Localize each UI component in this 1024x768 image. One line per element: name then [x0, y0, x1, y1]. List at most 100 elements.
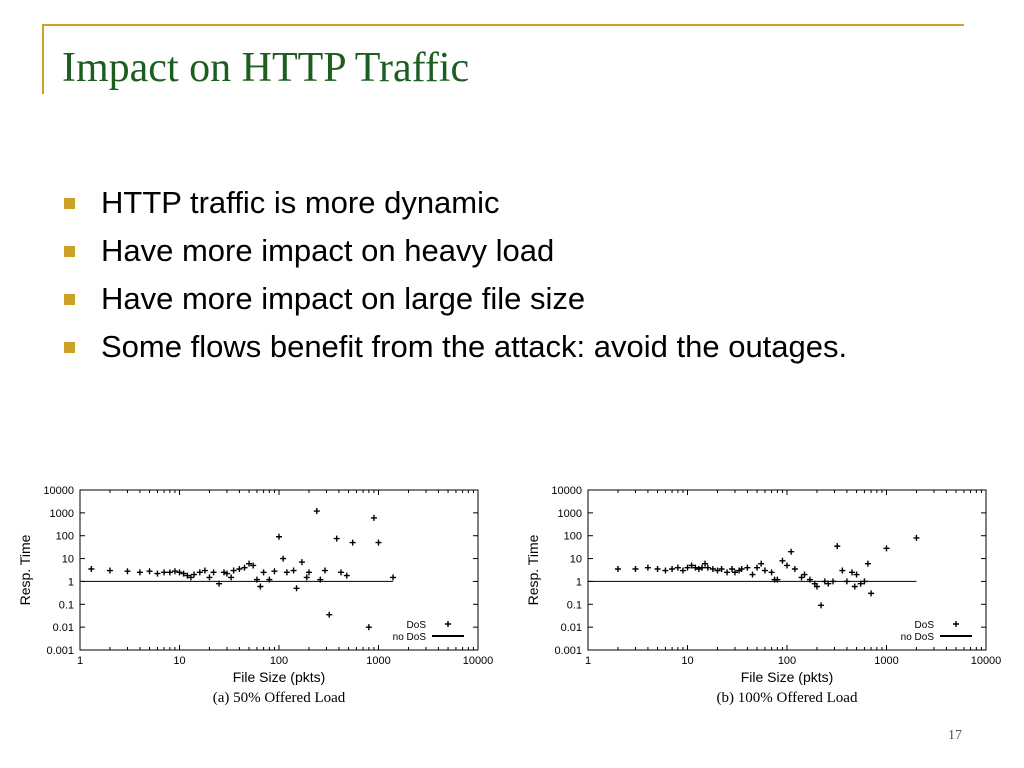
data-point [298, 559, 305, 566]
data-point [801, 571, 808, 578]
data-point [241, 564, 248, 571]
data-point [180, 570, 187, 577]
data-point [223, 570, 230, 577]
data-point [184, 572, 191, 579]
bullet-text: Have more impact on heavy load [101, 233, 555, 268]
data-point [699, 564, 706, 571]
data-point [271, 568, 278, 575]
y-tick-label: 0.01 [53, 622, 74, 634]
data-point [738, 565, 745, 572]
data-point [257, 583, 264, 590]
data-point [230, 567, 237, 574]
data-point [313, 508, 320, 515]
data-point [692, 564, 699, 571]
data-point [669, 565, 676, 572]
bullet-text: Some flows benefit from the attack: avoi… [101, 329, 848, 364]
data-point [754, 564, 761, 571]
y-tick-label: 10 [62, 554, 74, 566]
x-tick-label: 1 [77, 655, 83, 667]
data-point [201, 567, 208, 574]
title-frame-top-rule [43, 24, 964, 26]
data-point [106, 567, 113, 574]
data-point [250, 562, 257, 569]
x-tick-label: 100 [270, 655, 288, 667]
y-tick-label: 0.001 [46, 645, 74, 657]
x-axis-label: File Size (pkts) [741, 669, 834, 685]
data-point [784, 562, 790, 569]
y-tick-label: 0.1 [567, 599, 582, 611]
data-point [851, 583, 858, 590]
data-point [749, 571, 756, 578]
data-point [848, 569, 855, 576]
data-point [791, 565, 798, 572]
data-point [375, 539, 382, 546]
data-point [728, 565, 735, 572]
data-point [290, 567, 297, 574]
y-tick-label: 1 [68, 576, 74, 588]
legend-plus-swatch [953, 621, 959, 627]
legend-label: no DoS [901, 632, 935, 643]
data-point [370, 514, 377, 521]
data-point [390, 574, 397, 581]
data-point [688, 562, 695, 569]
data-point [338, 569, 345, 576]
data-point [788, 548, 795, 555]
data-point [365, 624, 372, 631]
y-tick-label: 0.1 [59, 599, 74, 611]
data-point [171, 568, 178, 575]
x-axis-label: File Size (pkts) [233, 669, 326, 685]
data-point [695, 565, 702, 572]
data-point [124, 568, 131, 575]
y-tick-label: 1000 [558, 508, 582, 520]
data-point [220, 569, 227, 576]
data-point [154, 570, 161, 577]
data-point [839, 567, 846, 574]
bullet-item: Have more impact on heavy load [64, 232, 894, 270]
legend-label: DoS [407, 620, 427, 631]
data-point [662, 567, 669, 574]
data-point [704, 564, 711, 571]
bullet-text: HTTP traffic is more dynamic [101, 185, 500, 220]
y-tick-label: 1 [576, 576, 582, 588]
y-tick-label: 100 [56, 531, 74, 543]
slide-title: Impact on HTTP Traffic [62, 45, 470, 91]
data-point [166, 569, 173, 576]
data-point [326, 611, 333, 618]
bullet-item: Some flows benefit from the attack: avoi… [64, 328, 894, 366]
data-point [303, 574, 310, 581]
y-axis-label: Resp. Time [17, 534, 33, 605]
data-point [768, 569, 775, 576]
title-frame-left-rule [42, 24, 44, 94]
chart-100-percent-load: 1 10 100 1000 10000 0.001 0.01 0.1 1 10 100 1000 100… [518, 478, 1008, 723]
data-point [818, 602, 825, 609]
data-point [761, 567, 768, 574]
data-point [864, 560, 871, 567]
x-tick-label: 1000 [874, 655, 898, 667]
legend-label: DoS [915, 620, 935, 631]
x-tick-label: 100 [778, 655, 796, 667]
data-point [744, 564, 751, 571]
bullet-item: HTTP traffic is more dynamic [64, 184, 894, 222]
page-number: 17 [948, 728, 962, 743]
square-bullet-icon [64, 246, 75, 257]
chart-caption: (a) 50% Offered Load [213, 690, 346, 706]
bullet-text: Have more impact on large file size [101, 281, 586, 316]
data-point [280, 555, 287, 562]
data-point [246, 560, 253, 567]
legend-plus-swatch [445, 621, 451, 627]
data-point [798, 574, 805, 581]
chart-caption: (b) 100% Offered Load [717, 690, 858, 706]
data-point [161, 569, 168, 576]
data-point [674, 564, 681, 571]
data-point [714, 567, 721, 574]
y-axis-label: Resp. Time [525, 534, 541, 605]
y-tick-label: 0.01 [561, 622, 582, 634]
data-point [293, 585, 300, 592]
data-point [322, 567, 329, 574]
data-point [913, 534, 920, 541]
data-point [758, 560, 765, 567]
data-point [779, 557, 786, 564]
bullet-list: HTTP traffic is more dynamic Have more i… [64, 184, 894, 376]
data-point [146, 568, 153, 575]
y-tick-label: 10000 [43, 485, 74, 497]
